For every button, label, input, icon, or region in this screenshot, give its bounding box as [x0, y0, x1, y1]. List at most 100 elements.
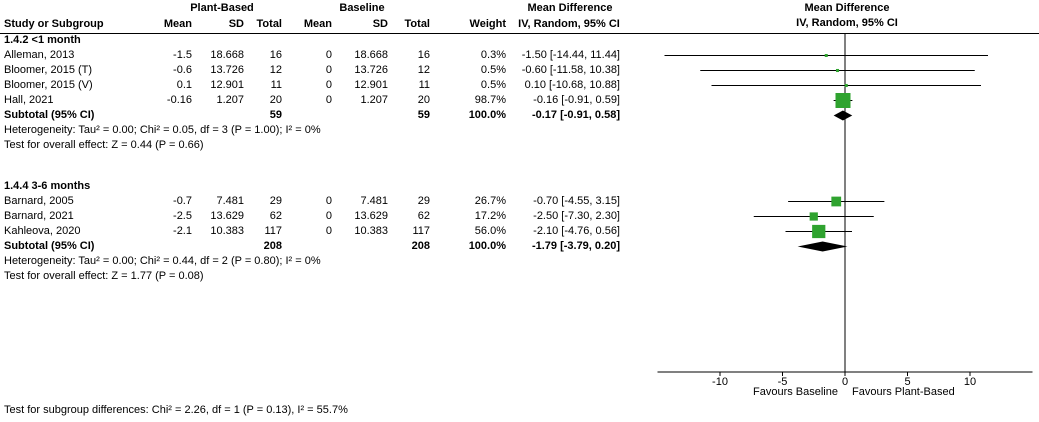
cell-value: 59 — [269, 109, 282, 121]
cell-value: 12.901 — [354, 79, 388, 91]
cell-value: 1.207 — [360, 94, 388, 106]
effect-square — [835, 93, 851, 108]
cell-value: -0.60 [-11.58, 10.38] — [521, 64, 620, 76]
col-header-sd-baseline: SD — [372, 18, 388, 30]
subgroup-title: 1.4.4 3-6 months — [4, 180, 91, 192]
header-rule — [0, 33, 1039, 34]
cell-value: 0 — [325, 195, 332, 207]
cell-value: -0.6 — [173, 64, 192, 76]
cell-value: 0.5% — [480, 79, 506, 91]
cell-value: 12 — [269, 64, 282, 76]
overall-effect-text: Test for overall effect: Z = 1.77 (P = 0… — [4, 270, 204, 282]
cell-value: -1.5 — [173, 49, 192, 61]
effect-square — [844, 83, 848, 88]
cell-value: 0 — [325, 64, 332, 76]
cell-value: 16 — [269, 49, 282, 61]
cell-value: -2.10 [-4.76, 0.56] — [533, 225, 620, 237]
subtotal-diamond — [797, 241, 848, 252]
mean-difference-text-header: Mean Difference — [527, 2, 613, 14]
group-header-baseline: Baseline — [339, 2, 385, 14]
col-header-mean-baseline: Mean — [303, 18, 332, 30]
effect-square — [824, 54, 828, 57]
cell-value — [198, 108, 250, 123]
cell-value: 11 — [418, 79, 430, 91]
col-header-total-plant: Total — [256, 18, 282, 30]
study-row: Bloomer, 2015 (V) 0.1 12.901 11 0 12.901 11 0.5… — [4, 78, 626, 93]
effect-square — [809, 212, 818, 221]
study-name: Hall, 2021 — [4, 94, 54, 106]
col-header-study: Study or Subgroup — [4, 18, 104, 30]
cell-value: 100.0% — [468, 240, 506, 252]
cell-value: 0 — [325, 210, 332, 222]
cell-value: -0.7 — [173, 195, 192, 207]
col-header-weight: Weight — [469, 18, 506, 30]
col-header-ci-plot: IV, Random, 95% CI — [796, 17, 898, 29]
cell-value: 62 — [417, 210, 430, 222]
cell-value: 13.629 — [210, 210, 244, 222]
cell-value: -0.16 — [166, 94, 192, 106]
study-name: Bloomer, 2015 (V) — [4, 79, 93, 91]
tick-label: 5 — [904, 376, 910, 388]
cell-value: 13.726 — [210, 64, 244, 76]
subgroup-title: 1.4.2 <1 month — [4, 34, 81, 46]
cell-value: -0.70 [-4.55, 3.15] — [533, 195, 620, 207]
cell-value: 0 — [325, 94, 332, 106]
cell-value: 59 — [417, 109, 430, 121]
tick-label: -10 — [712, 376, 728, 388]
study-row: Kahleova, 2020 -2.1 10.383 117 0 10.383 117 56.… — [4, 224, 626, 239]
cell-value: 0.1 — [176, 79, 192, 91]
favours-left-label: Favours Baseline — [753, 386, 838, 398]
cell-value: 7.481 — [216, 195, 244, 207]
cell-value: 1.207 — [216, 94, 244, 106]
cell-value: 117 — [412, 225, 430, 237]
cell-value: 20 — [417, 94, 430, 106]
cell-value: 62 — [269, 210, 282, 222]
cell-value: 0.5% — [480, 64, 506, 76]
cell-value: 26.7% — [474, 195, 506, 207]
study-row: Bloomer, 2015 (T) -0.6 13.726 12 0 13.726 12 0.… — [4, 63, 626, 78]
cell-value: -2.1 — [173, 225, 192, 237]
cell-value: -0.17 [-0.91, 0.58] — [531, 109, 620, 121]
cell-value: 20 — [269, 94, 282, 106]
study-row: Barnard, 2005 -0.7 7.481 29 0 7.481 29 26.7% -0.… — [4, 194, 626, 209]
cell-value: 13.726 — [354, 64, 388, 76]
cell-value: -1.50 [-14.44, 11.44] — [521, 49, 620, 61]
cell-value: 29 — [417, 195, 430, 207]
cell-value: 208 — [263, 240, 282, 252]
cell-value: 0.3% — [480, 49, 506, 61]
cell-value: 13.629 — [354, 210, 388, 222]
cell-value: 16 — [417, 49, 430, 61]
cell-value: 18.668 — [210, 49, 244, 61]
subtotal-row: Subtotal (95% CI) 59 59 100.0% -0.17 [-0.91,… — [4, 108, 626, 123]
cell-value: 208 — [411, 240, 430, 252]
study-name: Bloomer, 2015 (T) — [4, 64, 93, 76]
cell-value: -2.50 [-7.30, 2.30] — [533, 210, 620, 222]
study-row: Hall, 2021 -0.16 1.207 20 0 1.207 20 98.7% -0.16… — [4, 93, 626, 108]
cell-value: 98.7% — [474, 94, 506, 106]
col-header-total-baseline: Total — [404, 18, 430, 30]
study-name: Subtotal (95% CI) — [4, 240, 95, 252]
effect-square — [835, 68, 840, 73]
study-name: Barnard, 2021 — [4, 210, 74, 222]
cell-value — [156, 239, 198, 254]
cell-value: 56.0% — [474, 225, 506, 237]
group-header-plant-based: Plant-Based — [190, 2, 254, 14]
column-header-row: Study or Subgroup Mean SD Total Mean SD … — [4, 17, 626, 32]
study-row: Alleman, 2013 -1.5 18.668 16 0 18.668 16 0.3% -1… — [4, 48, 626, 63]
study-name: Barnard, 2005 — [4, 195, 74, 207]
col-header-ci: IV, Random, 95% CI — [518, 18, 620, 30]
study-row: Barnard, 2021 -2.5 13.629 62 0 13.629 62 17.2% -… — [4, 209, 626, 224]
tick-label: 10 — [964, 376, 976, 388]
heterogeneity-text: Heterogeneity: Tau² = 0.00; Chi² = 0.44,… — [4, 255, 321, 267]
effect-square — [812, 224, 826, 239]
cell-value: 117 — [264, 225, 282, 237]
cell-value: 29 — [269, 195, 282, 207]
col-header-mean-plant: Mean — [163, 18, 192, 30]
cell-value: 0 — [325, 79, 332, 91]
cell-value: 7.481 — [360, 195, 388, 207]
tick-label: -5 — [778, 376, 788, 388]
subgroup-differences-text: Test for subgroup differences: Chi² = 2.… — [4, 404, 348, 416]
favours-right-label: Favours Plant-Based — [852, 386, 955, 398]
tick-label: 0 — [842, 376, 848, 388]
cell-value — [338, 108, 394, 123]
